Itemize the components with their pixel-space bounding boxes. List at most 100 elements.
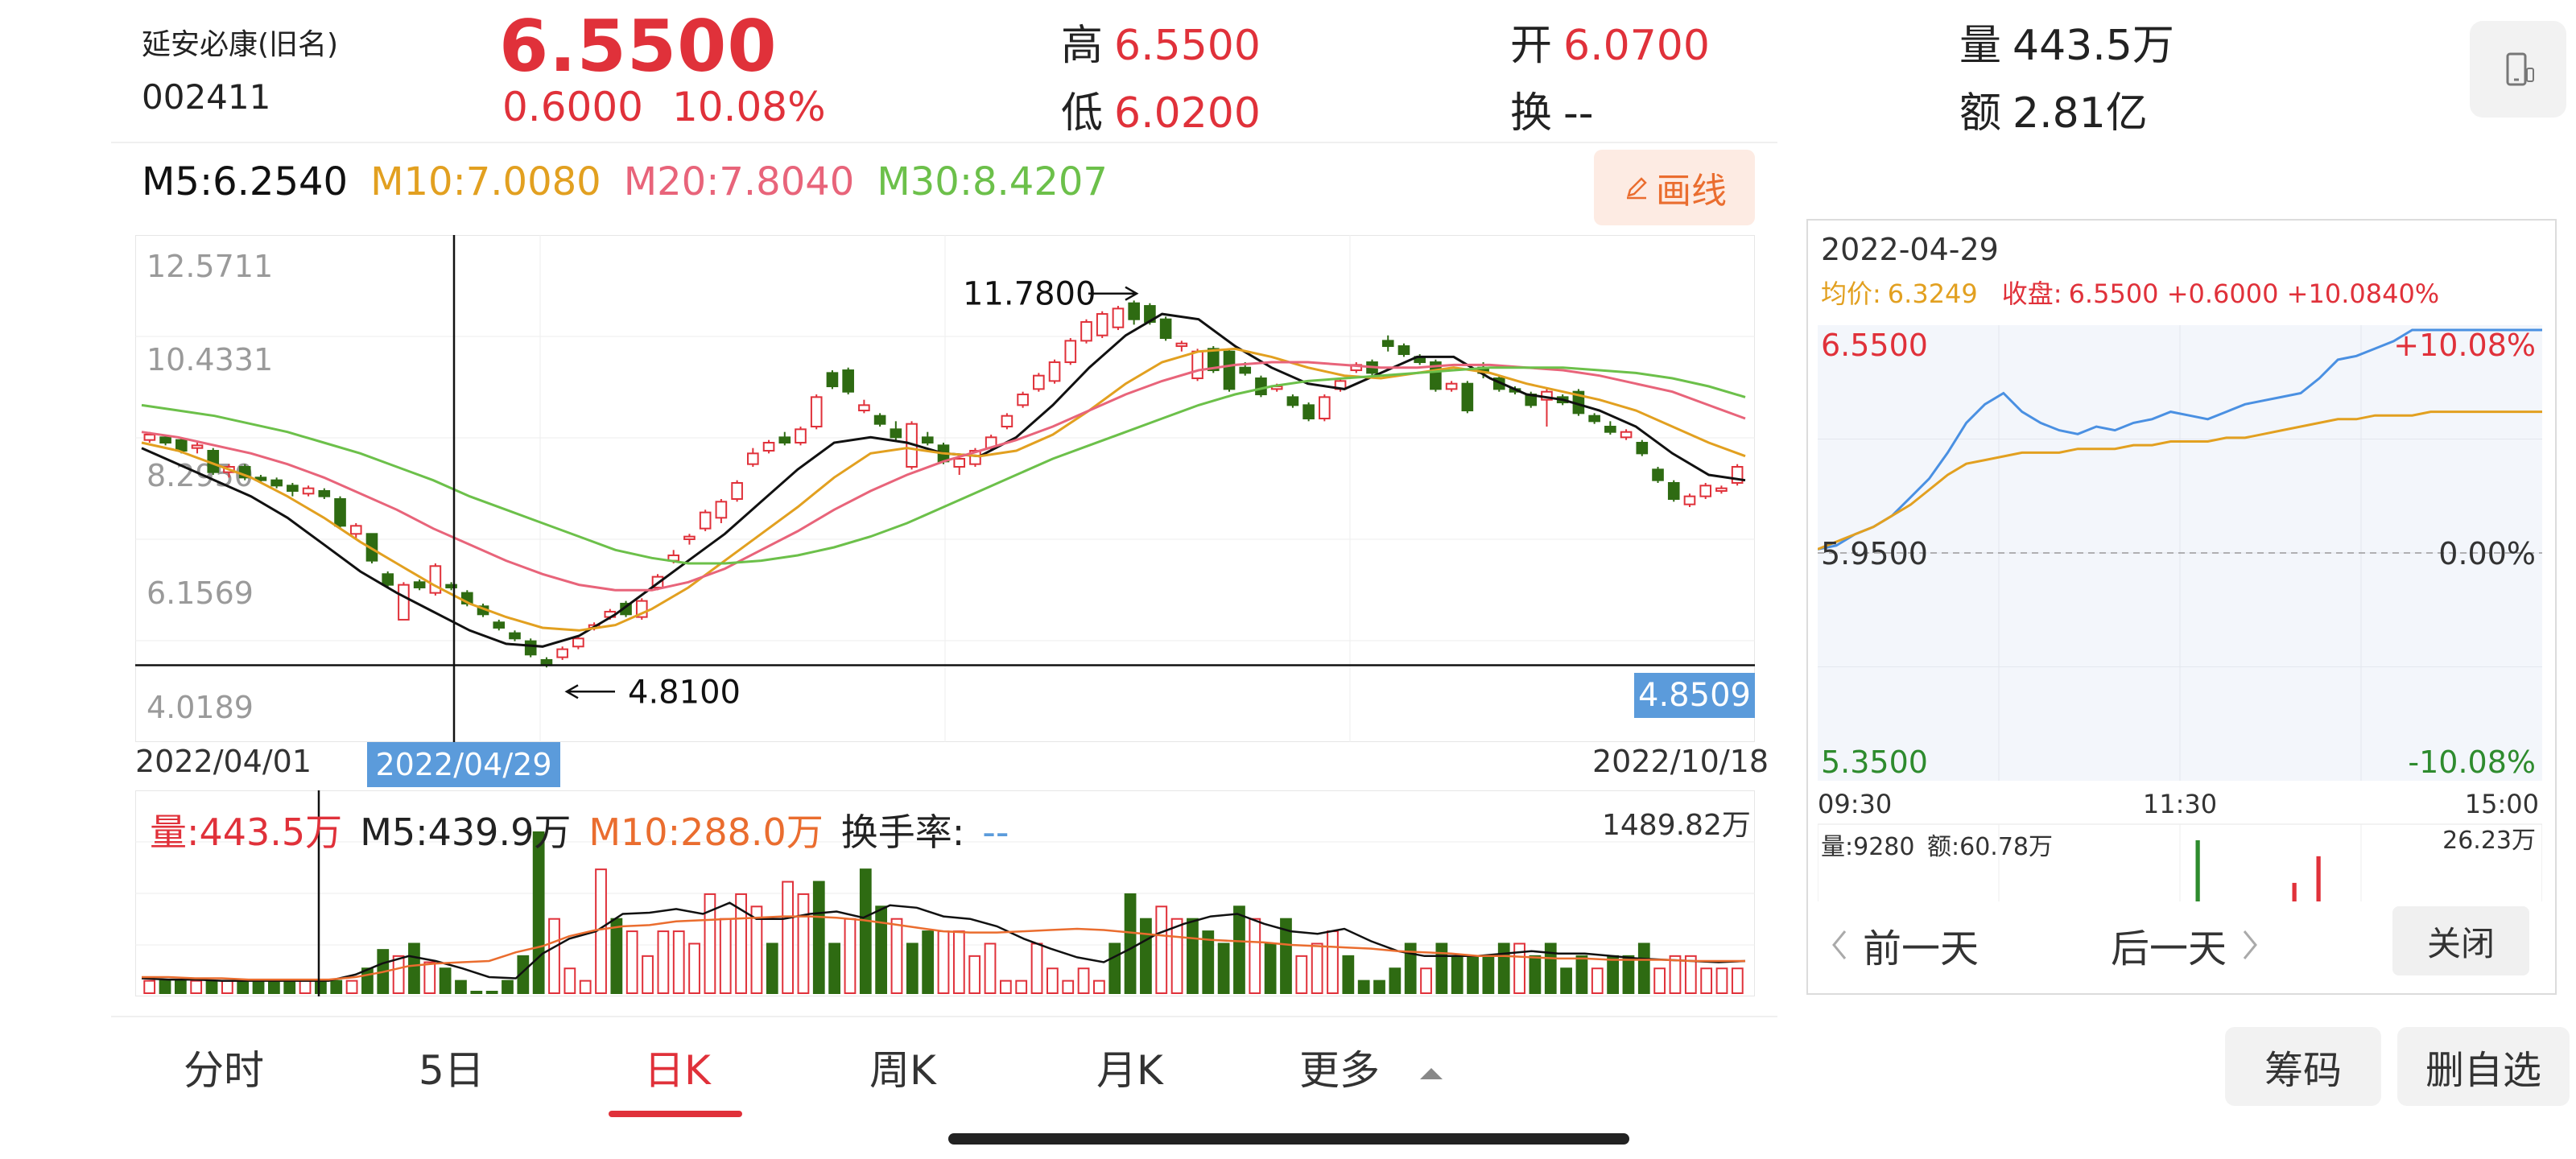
volume-bar <box>517 955 530 995</box>
candle-body <box>1064 340 1077 364</box>
candle-body <box>1286 396 1299 406</box>
candle-body <box>1159 318 1172 340</box>
volume-bar <box>1140 918 1152 994</box>
close-popup-button[interactable]: 关闭 <box>2392 906 2529 975</box>
y-tick-label: 12.5711 <box>147 249 273 284</box>
previous-day-button[interactable]: 前一天 <box>1827 909 1979 980</box>
volume-bar <box>1373 980 1385 995</box>
candle-body <box>1048 361 1061 382</box>
tab-weekly-k[interactable]: 周K <box>869 1047 936 1094</box>
volume-bar <box>1015 980 1028 995</box>
candle-body <box>1715 487 1728 492</box>
crosshair-price-label: 4.8509 <box>1634 673 1755 718</box>
candle-body <box>1445 382 1458 390</box>
candle-body <box>1096 313 1108 336</box>
volume-bar <box>221 980 233 995</box>
candle-body <box>1699 485 1712 497</box>
date-start-label: 2022/04/01 <box>135 744 312 779</box>
candle-body <box>1381 340 1394 348</box>
stock-name: 延安必康(旧名) <box>142 28 339 61</box>
volume-bar <box>1124 893 1137 994</box>
tab-intraday[interactable]: 分时 <box>184 1047 264 1094</box>
candle-body <box>1255 377 1267 396</box>
high-marker-arrowhead <box>1125 286 1139 301</box>
volume-bar <box>1202 930 1215 994</box>
volume-bar <box>548 918 560 994</box>
date-end-label: 2022/10/18 <box>1592 744 1769 779</box>
volume-bar <box>1653 967 1666 995</box>
volume-bar <box>1451 955 1463 995</box>
volume-bar <box>766 942 778 994</box>
change-amount: 0.6000 <box>502 84 643 130</box>
stat-open: 开 6.0700 <box>1510 22 1710 70</box>
stat-high: 高 6.5500 <box>1061 22 1261 70</box>
candle-body <box>1302 404 1315 420</box>
intraday-chart[interactable]: 6.5500 +10.08% 5.9500 0.00% 5.3500 -10.08% 09:… <box>1818 322 2542 901</box>
chips-button[interactable]: 筹码 <box>2225 1027 2381 1106</box>
intraday-volume-label: 量:9280 <box>1821 833 1914 861</box>
candle-body <box>1207 348 1220 372</box>
volume-bar <box>1435 942 1448 994</box>
volume-bar <box>782 881 794 994</box>
volume-chart[interactable] <box>135 790 1755 996</box>
candle-body <box>1080 321 1092 342</box>
candle-body <box>778 436 791 444</box>
next-day-button[interactable]: 后一天 <box>2111 909 2262 980</box>
active-tab-indicator <box>609 1111 742 1117</box>
tab-5day[interactable]: 5日 <box>419 1047 485 1094</box>
volume-bar <box>1420 967 1432 995</box>
candle-body <box>143 434 156 441</box>
candle-body <box>1001 415 1013 428</box>
intraday-pct-low: -10.08% <box>2408 744 2536 780</box>
header-divider <box>111 142 1777 143</box>
volume-bar <box>532 831 545 994</box>
tab-more[interactable]: 更多 <box>1299 1038 1447 1096</box>
high-marker-label: 11.7800 <box>963 276 1096 313</box>
ma5-value: M5:6.2540 <box>142 159 349 204</box>
tab-monthly-k[interactable]: 月K <box>1096 1047 1163 1094</box>
volume-bar <box>922 930 935 994</box>
volume-value: 量:443.5万 <box>150 810 343 854</box>
candlestick-chart[interactable]: 12.5711 10.4331 8.2950 6.1569 4.0189 11.7800 4… <box>135 235 1755 742</box>
remove-watchlist-button[interactable]: 删自选 <box>2397 1027 2570 1106</box>
price-change: 0.6000 10.08% <box>502 84 826 130</box>
volume-bar <box>423 961 436 995</box>
intraday-volume-bar <box>2316 856 2321 901</box>
candle-body <box>1017 394 1029 406</box>
candle-body <box>842 369 854 393</box>
tab-daily-k[interactable]: 日K <box>644 1047 711 1094</box>
candle-body <box>524 640 537 656</box>
volume-bar <box>159 980 171 995</box>
phone-rotate-icon <box>2506 52 2534 86</box>
candle-body <box>287 485 299 492</box>
landscape-toggle-button[interactable] <box>2470 21 2566 118</box>
volume-bar <box>1108 942 1121 994</box>
intraday-time-mid: 11:30 <box>2143 789 2217 819</box>
intraday-price-low: 5.3500 <box>1821 744 1928 780</box>
candle-body <box>1397 345 1410 356</box>
volume-bar <box>1482 955 1495 995</box>
volume-bar <box>1155 905 1168 994</box>
volume-bar <box>1404 942 1417 994</box>
candle-body <box>890 428 902 439</box>
candle-body <box>873 415 886 425</box>
candle-body <box>318 489 331 497</box>
volume-bar <box>812 881 825 994</box>
volume-ma5: M5:439.9万 <box>360 810 572 854</box>
stat-turnover: 换 -- <box>1510 89 1594 138</box>
intraday-time-start: 09:30 <box>1818 789 1892 819</box>
home-indicator[interactable] <box>948 1133 1629 1145</box>
candle-body <box>302 487 315 495</box>
ma-line-m30 <box>141 366 1746 565</box>
volume-bar <box>1311 942 1323 994</box>
volume-bar <box>1217 942 1230 994</box>
candle-body <box>921 436 934 444</box>
candle-body <box>1223 350 1236 390</box>
draw-line-button[interactable]: 画线 <box>1594 150 1755 225</box>
volume-bar <box>968 955 981 995</box>
candle-body <box>795 428 807 444</box>
caret-up-icon <box>1419 1067 1443 1079</box>
low-marker-arrowhead <box>564 684 579 699</box>
volume-bar <box>237 980 250 995</box>
volume-bar <box>1607 955 1619 995</box>
